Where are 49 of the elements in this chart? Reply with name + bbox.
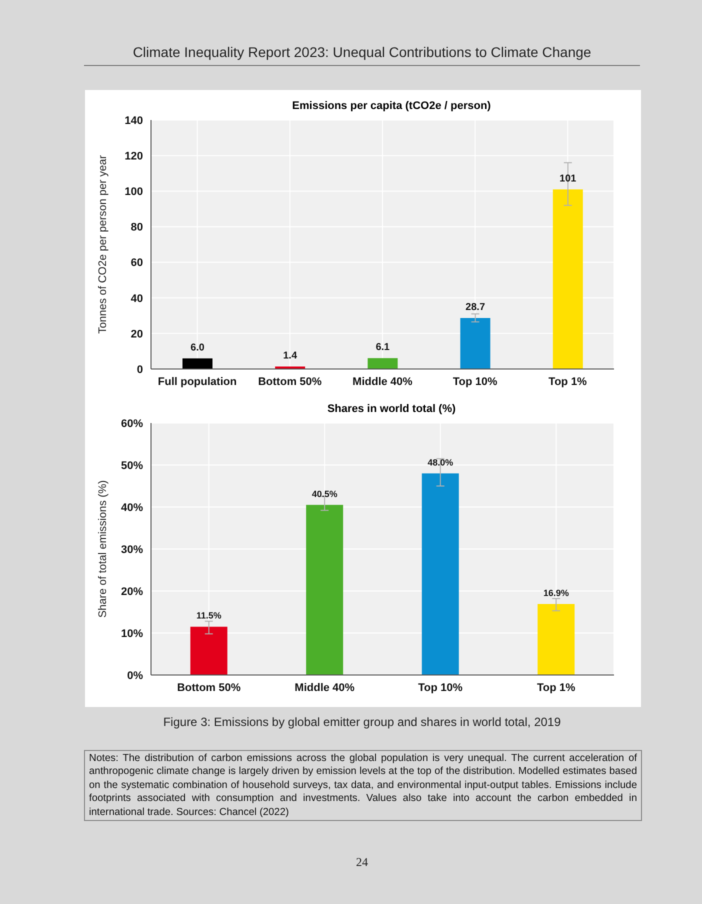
text: 24 [355, 855, 369, 870]
data-label: 11.5% [196, 610, 222, 621]
bar [190, 626, 228, 675]
y-tick-label: 20% [120, 586, 144, 598]
x-tick-label: Top 10% [418, 682, 463, 694]
y-tick-label: 30% [120, 544, 144, 556]
data-label: 48.0% [428, 457, 454, 468]
x-tick-label: Bottom 50% [258, 376, 322, 388]
y-tick-label: 80 [130, 222, 143, 234]
y-tick-label: 60 [130, 257, 143, 270]
y-tick-label: 60% [120, 418, 144, 430]
y-axis-title: Tonnes of CO2e per person per year [96, 154, 109, 334]
text: Climate Inequality Report 2023: Unequal Contributions to Climate Change [84, 44, 640, 66]
bar [368, 358, 398, 369]
y-tick-label: 40% [120, 502, 144, 514]
y-tick-label: 40 [130, 292, 143, 305]
x-tick-label: Top 1% [548, 376, 588, 388]
bar [306, 504, 344, 675]
bar [538, 604, 575, 675]
x-tick-label: Middle 40% [294, 682, 355, 694]
chart-title: Emissions per capita (tCO2e / person) [291, 100, 492, 112]
y-tick-label: 50% [120, 460, 144, 472]
data-label: 1.4 [283, 350, 298, 362]
x-tick-label: Bottom 50% [177, 682, 241, 694]
data-label: 40.5% [312, 488, 338, 499]
bar [460, 318, 490, 369]
data-label: 6.0 [190, 342, 205, 354]
y-tick-label: 0 [136, 364, 143, 376]
y-tick-label: 100 [124, 186, 143, 198]
caption: Figure 3: Emissions by global emitter group and shares in world total, 2019 [162, 715, 562, 729]
bar [552, 189, 583, 369]
x-tick-label: Top 10% [452, 376, 498, 388]
x-tick-label: Middle 40% [352, 376, 413, 388]
y-tick-label: 0% [127, 670, 144, 682]
y-tick-label: 10% [120, 628, 144, 640]
chart-title: Shares in world total (%) [326, 403, 457, 415]
y-tick-label: 20 [130, 328, 143, 340]
bar [422, 473, 459, 675]
x-tick-label: Full population [158, 376, 237, 388]
data-label: 16.9% [543, 588, 569, 598]
y-tick-label: 120 [124, 150, 143, 162]
bar [182, 358, 212, 369]
data-label: 28.7 [466, 302, 486, 313]
x-tick-label: Top 1% [536, 682, 576, 694]
data-label: 101 [560, 173, 577, 184]
y-axis-title: Share of total emissions (%) [96, 480, 109, 618]
data-label: 6.1 [376, 342, 390, 354]
text: Notes: The distribution of carbon emissions across the global population is very unequal. The current acceleration of anthropogenic climate change is largely driven by emission levels at the top of the distribution. Modelled estimates based on the systematic combination of household surveys, tax data, and environmental input-output tables. Emissions include footprints associated with consumption and investments. Values also take into account the carbon embedded in international trade. Sources: Chancel (2022) [84, 750, 642, 822]
y-tick-label: 140 [124, 114, 143, 127]
